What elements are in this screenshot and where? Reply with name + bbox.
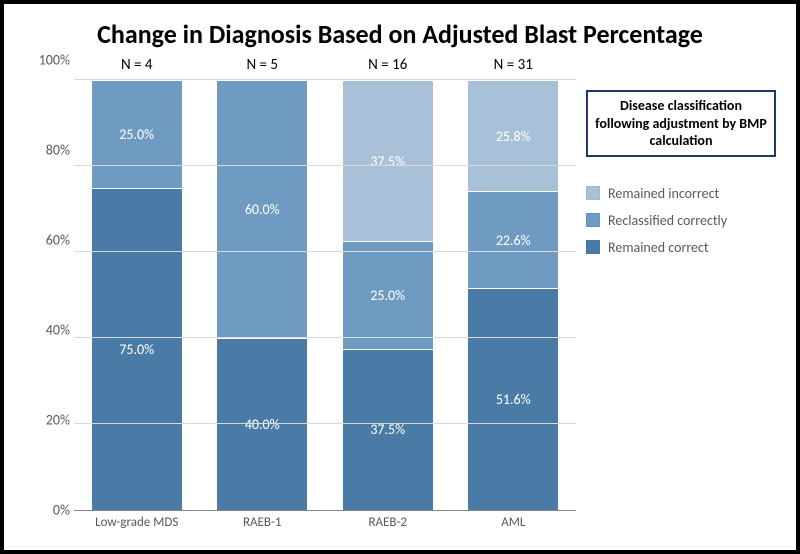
y-tick-label: 40%	[46, 322, 70, 339]
bar-segment: 37.5%	[343, 349, 433, 510]
category-column: N = 540.0%60.0%	[200, 80, 326, 510]
chart-frame: Change in Diagnosis Based on Adjusted Bl…	[0, 0, 800, 554]
gridline	[74, 337, 576, 338]
gridline	[74, 251, 576, 252]
bar-segment: 25.0%	[92, 80, 182, 187]
y-axis: 0%20%40%60%80%100%	[24, 60, 74, 530]
x-tick-label: AML	[451, 515, 577, 530]
legend-swatch	[586, 240, 600, 254]
y-tick-label: 100%	[39, 52, 70, 69]
legend-item: Remained correct	[586, 239, 776, 256]
x-tick-label: Low-grade MDS	[74, 515, 200, 530]
legend-swatch	[586, 213, 600, 227]
n-label: N = 5	[200, 56, 326, 74]
y-tick-label: 20%	[46, 412, 70, 429]
gridline	[74, 79, 576, 80]
stacked-bar: 40.0%60.0%	[217, 80, 307, 510]
legend-title: Disease classification following adjustm…	[586, 90, 776, 157]
y-tick-label: 80%	[46, 142, 70, 159]
legend: Disease classification following adjustm…	[586, 60, 776, 530]
gridline	[74, 423, 576, 424]
stacked-bar: 51.6%22.6%25.8%	[468, 80, 558, 510]
gridline	[74, 165, 576, 166]
n-label: N = 4	[74, 56, 200, 74]
legend-swatch	[586, 186, 600, 200]
legend-item: Reclassified correctly	[586, 212, 776, 229]
category-column: N = 1637.5%25.0%37.5%	[325, 80, 451, 510]
x-tick-label: RAEB-1	[200, 515, 326, 530]
legend-label: Reclassified correctly	[608, 212, 727, 229]
category-column: N = 475.0%25.0%	[74, 80, 200, 510]
bar-segment: 37.5%	[343, 80, 433, 241]
stacked-bar: 37.5%25.0%37.5%	[343, 80, 433, 510]
n-label: N = 16	[325, 56, 451, 74]
n-label: N = 31	[451, 56, 577, 74]
legend-label: Remained incorrect	[608, 185, 719, 202]
legend-item: Remained incorrect	[586, 185, 776, 202]
x-axis-labels: Low-grade MDSRAEB-1RAEB-2AML	[74, 515, 576, 530]
y-tick-label: 60%	[46, 232, 70, 249]
chart-title: Change in Diagnosis Based on Adjusted Bl…	[24, 19, 776, 50]
bar-segment: 25.0%	[343, 241, 433, 348]
bar-segment: 25.8%	[468, 80, 558, 191]
plot-area: N = 475.0%25.0%N = 540.0%60.0%N = 1637.5…	[74, 60, 576, 530]
category-column: N = 3151.6%22.6%25.8%	[451, 80, 577, 510]
stacked-bar: 75.0%25.0%	[92, 80, 182, 510]
legend-label: Remained correct	[608, 239, 709, 256]
x-tick-label: RAEB-2	[325, 515, 451, 530]
bar-segment: 22.6%	[468, 191, 558, 288]
chart-body: 0%20%40%60%80%100% N = 475.0%25.0%N = 54…	[24, 60, 776, 530]
bar-segment: 60.0%	[217, 80, 307, 338]
bar-segment: 75.0%	[92, 188, 182, 510]
y-tick-label: 0%	[53, 502, 70, 519]
bar-segment: 51.6%	[468, 288, 558, 510]
